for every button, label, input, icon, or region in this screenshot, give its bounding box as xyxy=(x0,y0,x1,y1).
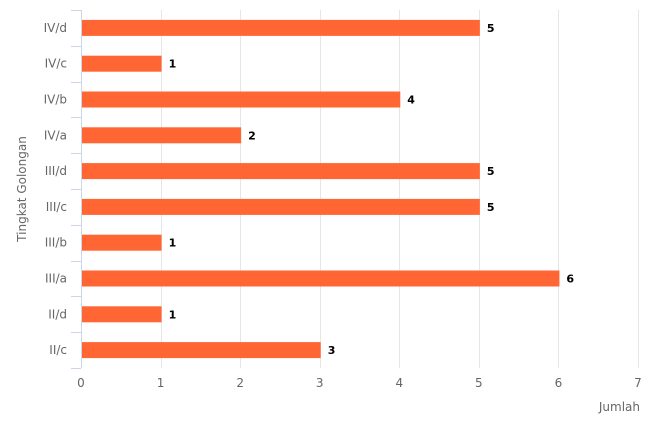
bars-group: 5 1 4 2 5 5 1 6 1 3 xyxy=(82,19,574,359)
y-category-label: II/c xyxy=(49,343,67,357)
x-tick-label: 3 xyxy=(316,376,324,390)
bar[interactable] xyxy=(82,127,242,144)
y-axis-title: Tingkat Golongan xyxy=(15,136,29,243)
bar[interactable] xyxy=(82,198,480,215)
y-category-label: II/d xyxy=(48,307,67,321)
x-tick-label: 4 xyxy=(395,376,403,390)
y-axis-categories: IV/d IV/c IV/b IV/a III/d III/c III/b III/a II/d… xyxy=(44,10,81,369)
bar[interactable] xyxy=(82,270,560,287)
data-label: 5 xyxy=(487,201,495,214)
x-tick-label: 6 xyxy=(555,376,563,390)
bar[interactable] xyxy=(82,306,162,323)
bar[interactable] xyxy=(82,163,480,180)
bar[interactable] xyxy=(82,91,401,108)
y-category-label: IV/a xyxy=(44,128,67,142)
x-tick-label: 7 xyxy=(634,376,642,390)
data-label: 3 xyxy=(328,344,336,357)
y-category-label: III/b xyxy=(45,236,67,250)
data-label: 1 xyxy=(169,58,177,71)
bar[interactable] xyxy=(82,342,321,359)
bar[interactable] xyxy=(82,19,480,36)
y-category-label: III/d xyxy=(45,164,67,178)
x-tick-label: 1 xyxy=(157,376,165,390)
x-tick-label: 0 xyxy=(77,376,85,390)
y-category-label: IV/d xyxy=(44,21,67,35)
data-label: 1 xyxy=(169,308,177,321)
y-category-label: III/a xyxy=(45,272,67,286)
grid-lines xyxy=(161,10,639,368)
x-tick-label: 5 xyxy=(475,376,483,390)
data-label: 5 xyxy=(487,22,495,35)
data-label: 6 xyxy=(566,273,574,286)
x-axis-ticks: 0 1 2 3 4 5 6 7 xyxy=(77,376,642,390)
data-label: 4 xyxy=(407,94,415,107)
x-axis-title: Jumlah xyxy=(598,400,640,414)
bar[interactable] xyxy=(82,234,162,251)
y-category-label: IV/c xyxy=(45,57,67,71)
x-tick-label: 2 xyxy=(236,376,244,390)
bar[interactable] xyxy=(82,55,162,72)
data-label: 1 xyxy=(169,237,177,250)
data-label: 2 xyxy=(248,129,256,142)
y-category-label: III/c xyxy=(46,200,67,214)
y-category-label: IV/b xyxy=(44,93,67,107)
data-label: 5 xyxy=(487,165,495,178)
